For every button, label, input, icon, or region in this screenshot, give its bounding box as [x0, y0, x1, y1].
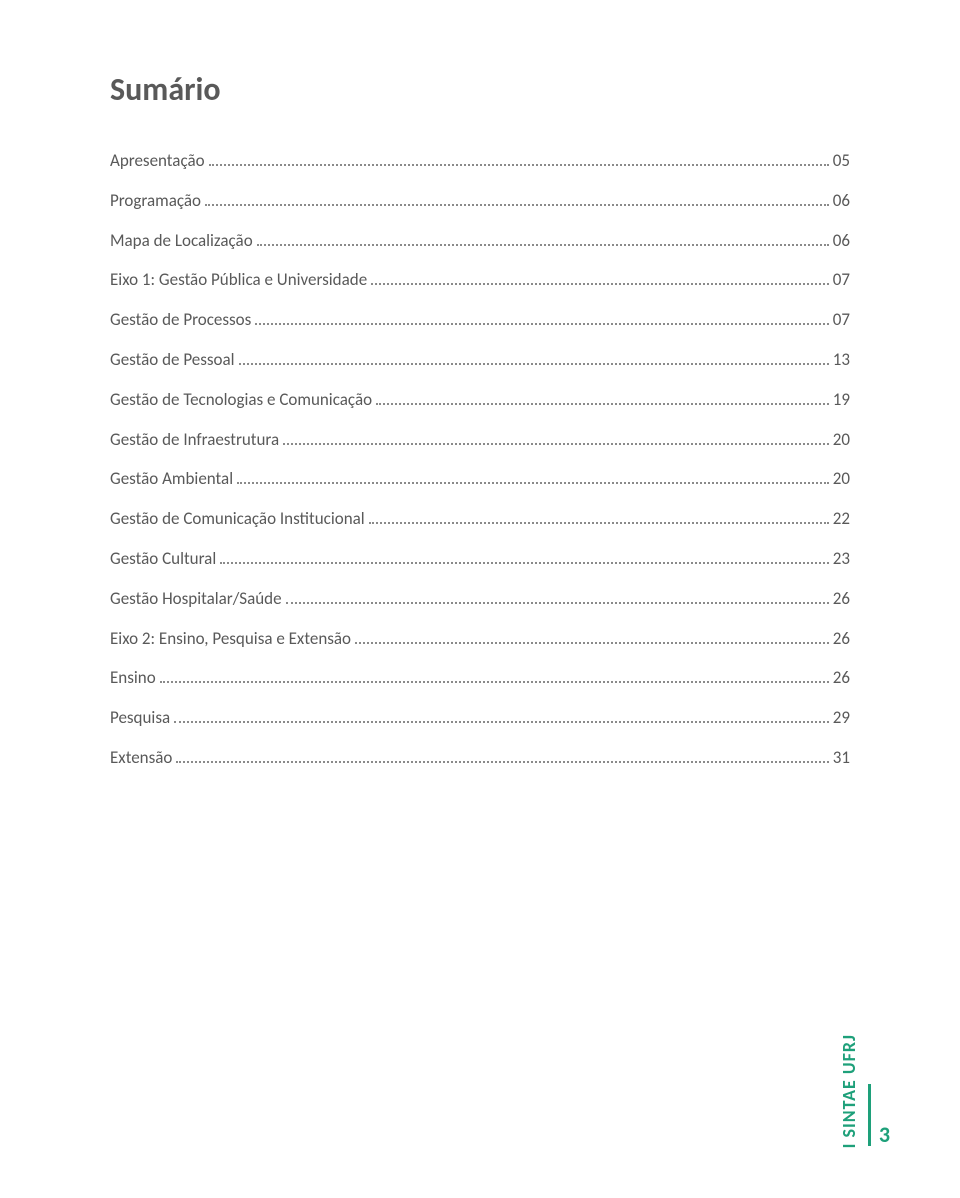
- toc-row: Eixo 1: Gestão Pública e Universidade 07: [110, 268, 850, 292]
- toc-row: Gestão de Pessoal 13: [110, 348, 850, 372]
- page: Sumário Apresentação 05 Programação 06 M…: [0, 0, 960, 1198]
- toc-leader-dots: [220, 562, 829, 564]
- toc-label: Apresentação: [110, 149, 205, 173]
- toc-label: Eixo 2: Ensino, Pesquisa e Extensão: [110, 627, 351, 651]
- toc-page: 20: [833, 428, 850, 452]
- toc-leader-dots: [255, 323, 828, 325]
- toc-page: 07: [833, 308, 850, 332]
- toc-list: Apresentação 05 Programação 06 Mapa de L…: [110, 149, 850, 770]
- toc-leader-dots: [376, 403, 829, 405]
- toc-leader-dots: [239, 363, 829, 365]
- toc-page: 06: [833, 229, 850, 253]
- toc-row: Extensão 31: [110, 746, 850, 770]
- toc-label: Gestão Cultural: [110, 547, 216, 571]
- toc-page: 29: [833, 706, 850, 730]
- toc-page: 26: [833, 587, 850, 611]
- toc-leader-dots: [257, 244, 829, 246]
- toc-page: 19: [833, 388, 850, 412]
- toc-page: 26: [833, 666, 850, 690]
- toc-row: Apresentação 05: [110, 149, 850, 173]
- toc-page: 06: [833, 189, 850, 213]
- toc-page: 07: [833, 268, 850, 292]
- toc-row: Gestão de Processos 07: [110, 308, 850, 332]
- toc-label: Gestão de Processos: [110, 308, 251, 332]
- toc-page: 22: [833, 507, 850, 531]
- toc-row: Gestão de Tecnologias e Comunicação 19: [110, 388, 850, 412]
- toc-leader-dots: [237, 482, 829, 484]
- toc-leader-dots: [176, 761, 828, 763]
- toc-row: Mapa de Localização 06: [110, 229, 850, 253]
- toc-page: 31: [833, 746, 850, 770]
- toc-row: Ensino 26: [110, 666, 850, 690]
- toc-label: Gestão de Pessoal: [110, 348, 235, 372]
- toc-leader-dots: [283, 443, 829, 445]
- toc-leader-dots: [160, 681, 829, 683]
- toc-leader-dots: [286, 602, 829, 604]
- toc-page: 05: [833, 149, 850, 173]
- toc-leader-dots: [369, 522, 829, 524]
- toc-label: Gestão de Infraestrutura: [110, 428, 279, 452]
- toc-label: Gestão de Tecnologias e Comunicação: [110, 388, 372, 412]
- toc-label: Gestão Ambiental: [110, 467, 233, 491]
- toc-label: Extensão: [110, 746, 172, 770]
- toc-row: Gestão Ambiental 20: [110, 467, 850, 491]
- toc-leader-dots: [371, 283, 829, 285]
- toc-label: Eixo 1: Gestão Pública e Universidade: [110, 268, 367, 292]
- toc-leader-dots: [355, 642, 829, 644]
- footer-label: I SINTAE UFRJ: [838, 1034, 860, 1148]
- footer-page-number: 3: [879, 1121, 890, 1148]
- toc-row: Gestão de Infraestrutura 20: [110, 428, 850, 452]
- toc-label: Pesquisa: [110, 706, 170, 730]
- toc-row: Gestão Cultural 23: [110, 547, 850, 571]
- toc-page: 26: [833, 627, 850, 651]
- toc-label: Programação: [110, 189, 201, 213]
- toc-page: 20: [833, 467, 850, 491]
- toc-label: Ensino: [110, 666, 156, 690]
- toc-row: Eixo 2: Ensino, Pesquisa e Extensão 26: [110, 627, 850, 651]
- toc-page: 23: [833, 547, 850, 571]
- toc-row: Gestão de Comunicação Institucional 22: [110, 507, 850, 531]
- toc-row: Gestão Hospitalar/Saúde 26: [110, 587, 850, 611]
- toc-leader-dots: [209, 164, 829, 166]
- page-title: Sumário: [110, 70, 850, 109]
- toc-label: Gestão Hospitalar/Saúde: [110, 587, 282, 611]
- toc-label: Gestão de Comunicação Institucional: [110, 507, 365, 531]
- toc-leader-dots: [205, 204, 829, 206]
- toc-page: 13: [833, 348, 850, 372]
- toc-leader-dots: [174, 721, 829, 723]
- page-footer: I SINTAE UFRJ 3: [838, 1034, 890, 1148]
- footer-rule: [868, 1084, 871, 1146]
- toc-label: Mapa de Localização: [110, 229, 253, 253]
- toc-row: Programação 06: [110, 189, 850, 213]
- toc-row: Pesquisa 29: [110, 706, 850, 730]
